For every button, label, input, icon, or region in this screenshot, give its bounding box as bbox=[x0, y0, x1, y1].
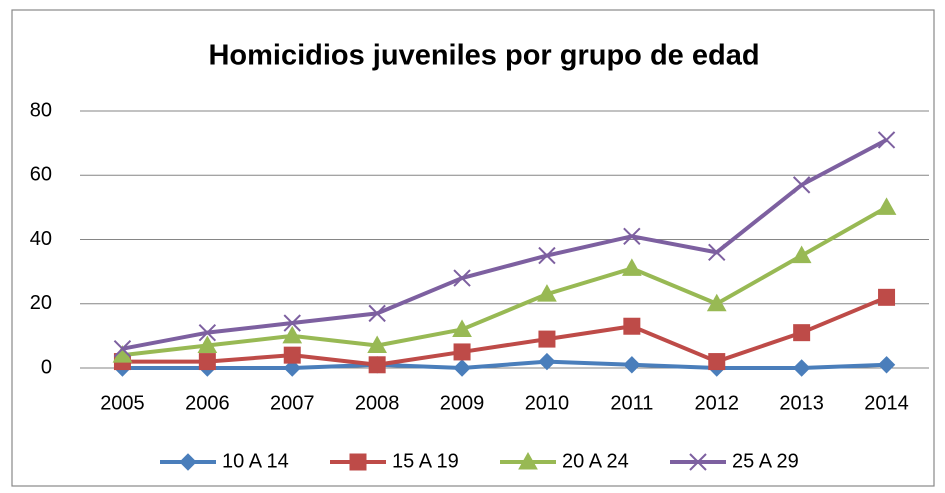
y-tick-label: 20 bbox=[30, 292, 52, 314]
marker bbox=[791, 245, 812, 264]
marker bbox=[179, 453, 197, 471]
marker bbox=[198, 323, 217, 342]
marker bbox=[453, 343, 471, 361]
series-line bbox=[122, 138, 888, 351]
marker bbox=[878, 288, 896, 306]
marker bbox=[452, 319, 472, 337]
x-tick-label: 2012 bbox=[695, 392, 740, 414]
series-line bbox=[122, 359, 887, 370]
chart-border bbox=[11, 9, 935, 487]
marker bbox=[792, 359, 811, 377]
marker bbox=[792, 176, 811, 194]
y-tick-label: 40 bbox=[30, 228, 52, 250]
x-tick-label: 2014 bbox=[864, 392, 909, 414]
marker bbox=[708, 243, 726, 262]
marker bbox=[706, 293, 727, 312]
marker bbox=[537, 284, 557, 302]
marker bbox=[283, 359, 301, 377]
x-tick-label: 2011 bbox=[610, 392, 653, 414]
marker bbox=[689, 453, 707, 471]
marker bbox=[623, 356, 641, 374]
marker bbox=[518, 451, 538, 470]
marker bbox=[283, 314, 301, 332]
marker bbox=[453, 269, 471, 287]
marker bbox=[198, 353, 216, 371]
marker bbox=[876, 197, 897, 215]
marker bbox=[877, 356, 896, 374]
chart-title: Homicidios juveniles por grupo de edad bbox=[208, 40, 759, 72]
marker bbox=[349, 453, 367, 471]
marker bbox=[368, 304, 386, 323]
x-tick-label: 2007 bbox=[270, 392, 315, 414]
marker bbox=[623, 227, 641, 245]
marker bbox=[538, 246, 556, 265]
marker bbox=[623, 317, 641, 335]
series-line bbox=[122, 295, 888, 367]
marker bbox=[197, 335, 218, 354]
legend-label: 25 A 29 bbox=[732, 450, 799, 472]
x-tick-label: 2008 bbox=[355, 392, 400, 414]
marker bbox=[283, 346, 301, 364]
y-tick-label: 0 bbox=[41, 356, 52, 378]
legend-label: 15 A 19 bbox=[392, 450, 459, 472]
x-tick-label: 2013 bbox=[779, 392, 824, 414]
y-tick-label: 80 bbox=[30, 99, 52, 121]
x-tick-label: 2010 bbox=[525, 392, 570, 414]
x-tick-label: 2009 bbox=[440, 392, 485, 414]
series-line bbox=[122, 205, 888, 358]
marker bbox=[877, 131, 896, 149]
x-tick-label: 2006 bbox=[185, 392, 230, 414]
legend-label: 20 A 24 bbox=[562, 450, 629, 472]
marker bbox=[282, 325, 303, 344]
x-tick-label: 2005 bbox=[100, 392, 145, 414]
marker bbox=[538, 330, 556, 348]
marker bbox=[453, 359, 471, 377]
marker bbox=[367, 335, 388, 354]
marker bbox=[621, 258, 642, 276]
y-tick-label: 60 bbox=[30, 164, 52, 186]
marker bbox=[368, 356, 386, 374]
marker bbox=[538, 352, 556, 371]
marker bbox=[113, 340, 132, 358]
legend-label: 10 A 14 bbox=[222, 450, 289, 472]
marker bbox=[708, 353, 726, 371]
marker bbox=[793, 324, 811, 342]
